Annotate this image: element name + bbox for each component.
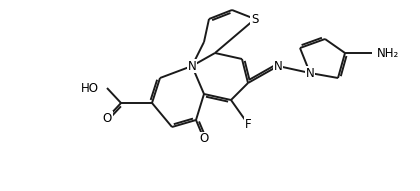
Text: S: S bbox=[251, 12, 259, 26]
Text: O: O bbox=[200, 133, 209, 146]
Text: HO: HO bbox=[81, 82, 99, 95]
Text: N: N bbox=[273, 60, 282, 73]
Text: F: F bbox=[245, 117, 251, 130]
Text: O: O bbox=[102, 112, 112, 125]
Text: N: N bbox=[306, 66, 315, 79]
Text: N: N bbox=[188, 60, 197, 73]
Text: NH₂: NH₂ bbox=[377, 46, 399, 60]
